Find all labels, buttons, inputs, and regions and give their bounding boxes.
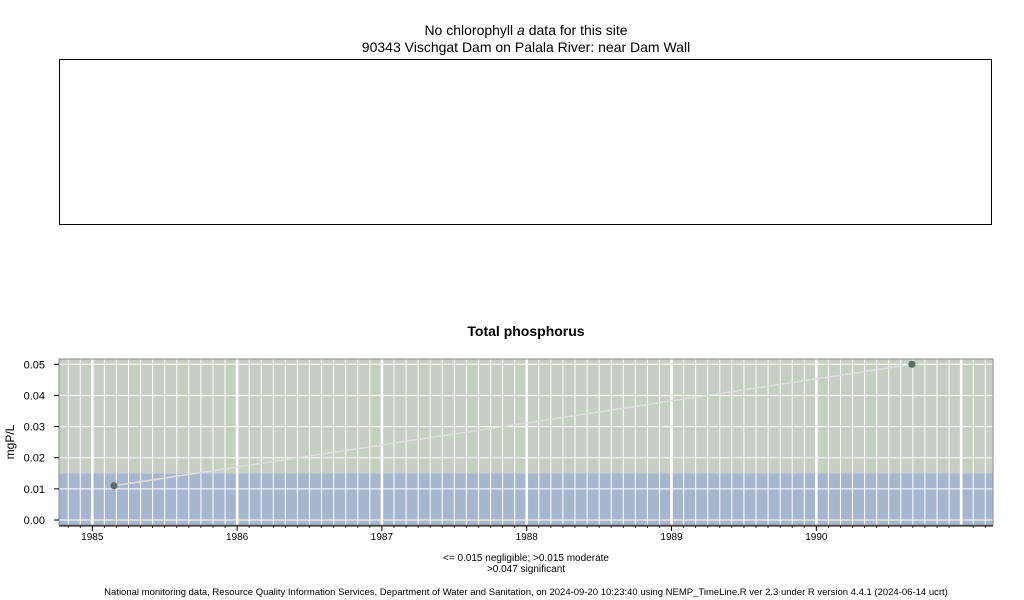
y-tick-label: 0.02: [24, 453, 45, 465]
x-tick-label: 1986: [226, 532, 249, 543]
series-line: [113, 363, 913, 487]
y-tick-label: 0.00: [24, 515, 45, 527]
legend-line-2: >0.047 significant: [486, 564, 566, 575]
data-point: [110, 482, 118, 490]
no-data-message: No chlorophyll a data for this site: [0, 22, 1024, 38]
footer-credit: National monitoring data, Resource Quali…: [104, 587, 948, 598]
x-tick-label: 1990: [805, 532, 828, 543]
x-tick-label: 1989: [660, 532, 683, 543]
no-data-suffix: data for this site: [528, 22, 628, 38]
x-tick-label: 1987: [371, 532, 394, 543]
legend-line-1: <= 0.015 negligible; >0.015 moderate: [443, 553, 609, 564]
plot-frame: [58, 358, 994, 526]
site-title: 90343 Vischgat Dam on Palala River: near…: [361, 39, 691, 55]
chart-title: Total phosphorus: [467, 323, 585, 339]
x-tick-label: 1988: [516, 532, 539, 543]
y-axis-label: mgP/L: [3, 424, 17, 459]
data-point: [908, 360, 916, 368]
y-tick-label: 0.04: [24, 390, 45, 402]
no-data-prefix: No chlorophyll: [424, 22, 514, 38]
x-tick-label: 1985: [81, 532, 104, 543]
y-tick-label: 0.01: [24, 484, 45, 496]
no-data-italic: a: [517, 22, 525, 38]
empty-chlorophyll-panel: [59, 59, 992, 225]
y-tick-label: 0.03: [24, 422, 45, 434]
y-tick-label: 0.05: [24, 359, 45, 371]
